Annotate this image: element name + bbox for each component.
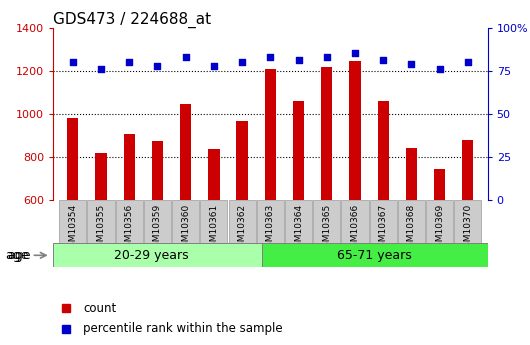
FancyBboxPatch shape (172, 200, 199, 243)
Point (238, 59, 246, 65)
Bar (462, 140, 473, 200)
FancyBboxPatch shape (144, 200, 171, 243)
Point (464, 59, 472, 65)
Point (407, 61, 416, 67)
Point (97, 66, 105, 72)
FancyBboxPatch shape (426, 200, 453, 243)
Point (435, 66, 444, 72)
Bar (67, 118, 78, 200)
Bar (377, 101, 389, 200)
FancyBboxPatch shape (285, 200, 312, 243)
Text: GDS473 / 224688_at: GDS473 / 224688_at (53, 11, 211, 28)
Text: count: count (83, 302, 117, 315)
FancyBboxPatch shape (87, 200, 114, 243)
Bar (434, 169, 445, 200)
Bar (208, 149, 219, 200)
Text: GSM10370: GSM10370 (463, 204, 472, 253)
Text: GSM10359: GSM10359 (153, 204, 162, 253)
Text: GSM10360: GSM10360 (181, 204, 190, 253)
Bar (264, 69, 276, 200)
FancyBboxPatch shape (313, 200, 340, 243)
Bar (152, 141, 163, 200)
Bar (123, 134, 135, 200)
Text: GSM10365: GSM10365 (322, 204, 331, 253)
Point (266, 54, 275, 60)
Text: GSM10363: GSM10363 (266, 204, 275, 253)
Bar (349, 61, 360, 200)
Point (294, 58, 303, 63)
Text: GSM10354: GSM10354 (68, 204, 77, 253)
Text: GSM10361: GSM10361 (209, 204, 218, 253)
Text: GSM10355: GSM10355 (96, 204, 105, 253)
Text: age: age (5, 249, 29, 262)
Bar (293, 101, 304, 200)
FancyBboxPatch shape (228, 200, 255, 243)
Text: percentile rank within the sample: percentile rank within the sample (83, 323, 283, 335)
FancyBboxPatch shape (454, 200, 481, 243)
Text: GSM10356: GSM10356 (125, 204, 134, 253)
FancyBboxPatch shape (200, 200, 227, 243)
Point (322, 54, 331, 60)
Bar (95, 152, 107, 200)
Text: GSM10368: GSM10368 (407, 204, 416, 253)
Text: 65-71 years: 65-71 years (337, 249, 412, 262)
FancyBboxPatch shape (398, 200, 425, 243)
Bar (180, 104, 191, 200)
Bar (262, 243, 488, 267)
Bar (53, 243, 262, 267)
Text: GSM10366: GSM10366 (350, 204, 359, 253)
FancyBboxPatch shape (59, 200, 86, 243)
FancyBboxPatch shape (116, 200, 143, 243)
Bar (406, 148, 417, 200)
Text: GSM10364: GSM10364 (294, 204, 303, 253)
Point (125, 59, 134, 65)
FancyBboxPatch shape (369, 200, 397, 243)
Text: age: age (7, 249, 31, 262)
FancyBboxPatch shape (257, 200, 284, 243)
Point (153, 63, 162, 68)
Text: GSM10367: GSM10367 (378, 204, 387, 253)
Bar (236, 121, 248, 200)
Bar (321, 68, 332, 200)
Point (68, 59, 77, 65)
Text: 20-29 years: 20-29 years (114, 249, 189, 262)
Point (181, 54, 190, 60)
Point (210, 63, 218, 68)
Text: GSM10362: GSM10362 (237, 204, 246, 253)
Point (379, 58, 387, 63)
Text: GSM10369: GSM10369 (435, 204, 444, 253)
FancyBboxPatch shape (341, 200, 368, 243)
Point (351, 51, 359, 56)
